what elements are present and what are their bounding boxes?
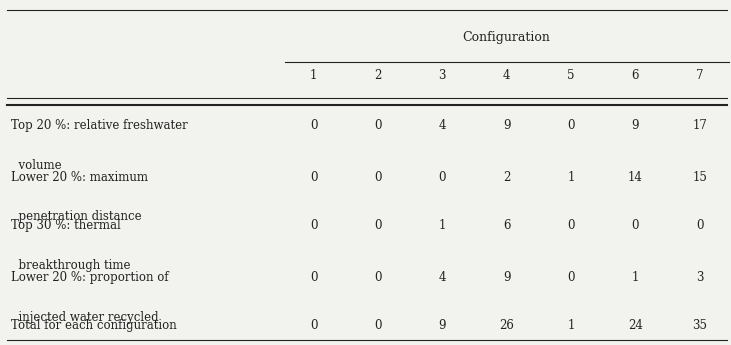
Text: 0: 0 [310, 271, 317, 284]
Text: 3: 3 [439, 69, 446, 82]
Text: penetration distance: penetration distance [11, 210, 142, 224]
Text: 0: 0 [374, 171, 382, 184]
Text: 6: 6 [632, 69, 639, 82]
Text: 0: 0 [567, 219, 575, 232]
Text: Lower 20 %: proportion of: Lower 20 %: proportion of [11, 271, 169, 284]
Text: 2: 2 [503, 171, 510, 184]
Text: 14: 14 [628, 171, 643, 184]
Text: 4: 4 [503, 69, 510, 82]
Text: 35: 35 [692, 319, 707, 332]
Text: 1: 1 [632, 271, 639, 284]
Text: 4: 4 [439, 271, 446, 284]
Text: 0: 0 [632, 219, 639, 232]
Text: Top 30 %: thermal: Top 30 %: thermal [11, 219, 121, 232]
Text: 9: 9 [503, 271, 510, 284]
Text: 0: 0 [374, 271, 382, 284]
Text: 0: 0 [374, 219, 382, 232]
Text: 0: 0 [696, 219, 703, 232]
Text: volume: volume [11, 159, 61, 172]
Text: 0: 0 [310, 119, 317, 132]
Text: 17: 17 [692, 119, 707, 132]
Text: 0: 0 [310, 171, 317, 184]
Text: 0: 0 [374, 319, 382, 332]
Text: 26: 26 [499, 319, 514, 332]
Text: injected water recycled: injected water recycled [11, 310, 159, 324]
Text: breakthrough time: breakthrough time [11, 259, 130, 272]
Text: 0: 0 [310, 219, 317, 232]
Text: 6: 6 [503, 219, 510, 232]
Text: 1: 1 [439, 219, 446, 232]
Text: 9: 9 [632, 119, 639, 132]
Text: 9: 9 [439, 319, 446, 332]
Text: Top 20 %: relative freshwater: Top 20 %: relative freshwater [11, 119, 188, 132]
Text: 0: 0 [374, 119, 382, 132]
Text: 24: 24 [628, 319, 643, 332]
Text: 9: 9 [503, 119, 510, 132]
Text: 1: 1 [567, 171, 575, 184]
Text: 0: 0 [567, 271, 575, 284]
Text: 7: 7 [696, 69, 703, 82]
Text: Total for each configuration: Total for each configuration [11, 319, 177, 332]
Text: 2: 2 [374, 69, 382, 82]
Text: Lower 20 %: maximum: Lower 20 %: maximum [11, 171, 148, 184]
Text: 15: 15 [692, 171, 707, 184]
Text: 1: 1 [310, 69, 317, 82]
Text: Configuration: Configuration [463, 31, 550, 44]
Text: 1: 1 [567, 319, 575, 332]
Text: 3: 3 [696, 271, 703, 284]
Text: 5: 5 [567, 69, 575, 82]
Text: 0: 0 [310, 319, 317, 332]
Text: 4: 4 [439, 119, 446, 132]
Text: 0: 0 [567, 119, 575, 132]
Text: 0: 0 [439, 171, 446, 184]
